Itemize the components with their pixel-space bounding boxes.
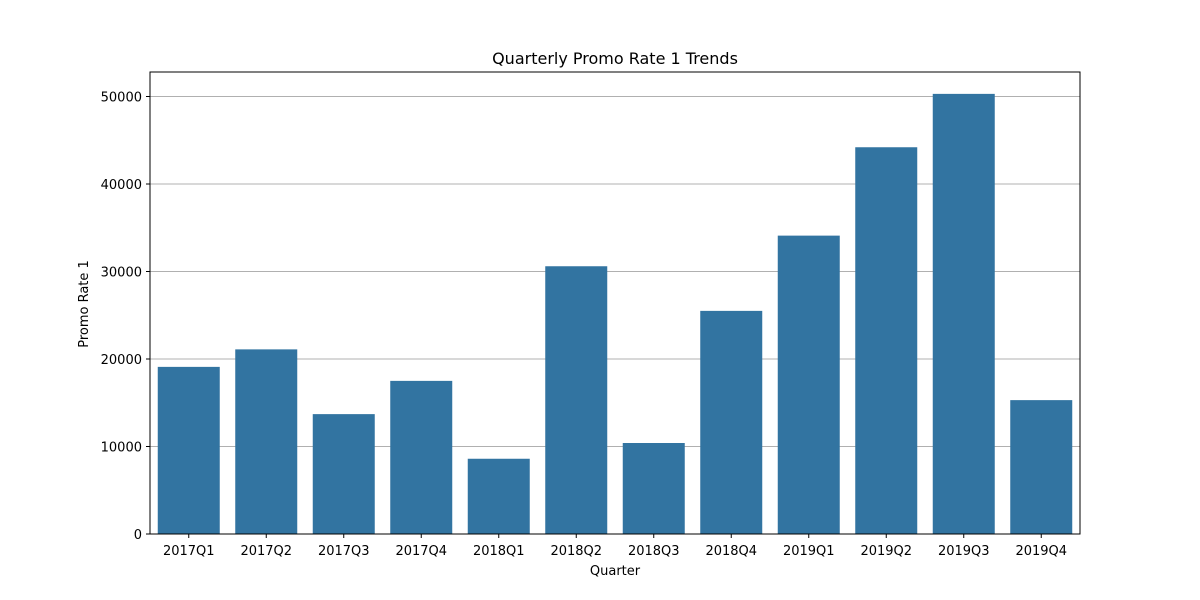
x-tick-label: 2017Q1 [163, 544, 215, 559]
x-axis-ticks: 2017Q1 2017Q2 2017Q3 2017Q4 2018Q1 2018Q2 2018… [163, 534, 1067, 559]
gridlines [150, 96, 1080, 447]
bar-2019Q4 [1010, 400, 1073, 534]
x-tick-label: 2019Q2 [860, 544, 912, 559]
x-tick-label: 2017Q2 [240, 544, 292, 559]
bar-2019Q1 [777, 235, 840, 534]
bar-2018Q4 [700, 310, 763, 534]
y-tick-label: 20000 [101, 353, 142, 368]
x-tick-label: 2019Q4 [1015, 544, 1067, 559]
plot-frame [149, 71, 1081, 535]
bar-2019Q2 [855, 147, 918, 534]
x-tick-label: 2018Q3 [628, 544, 680, 559]
bars [157, 93, 1073, 534]
bar-2017Q4 [390, 380, 453, 534]
x-tick-label: 2017Q3 [318, 544, 370, 559]
y-tick-label: 30000 [101, 266, 142, 281]
y-tick-label: 40000 [101, 178, 142, 193]
x-tick-label: 2017Q4 [395, 544, 447, 559]
bar-2019Q3 [932, 93, 995, 534]
chart-title: Quarterly Promo Rate 1 Trends [492, 49, 738, 68]
x-tick-label: 2018Q1 [473, 544, 525, 559]
bar-2017Q1 [157, 366, 220, 534]
x-tick-label: 2019Q1 [783, 544, 835, 559]
x-axis-label: Quarter [590, 564, 641, 579]
x-tick-label: 2018Q2 [550, 544, 602, 559]
bar-2017Q2 [235, 349, 298, 534]
bar-2018Q2 [545, 266, 608, 534]
y-tick-label: 0 [134, 528, 142, 543]
y-axis-ticks: 0 10000 20000 30000 40000 50000 [101, 91, 150, 543]
x-tick-label: 2018Q4 [705, 544, 757, 559]
bar-2018Q1 [467, 458, 530, 534]
x-tick-label: 2019Q3 [938, 544, 990, 559]
bar-2017Q3 [312, 414, 375, 534]
y-tick-label: 50000 [101, 91, 142, 106]
y-tick-label: 10000 [101, 441, 142, 456]
y-axis-label: Promo Rate 1 [77, 260, 92, 348]
bar-2018Q3 [622, 443, 685, 534]
